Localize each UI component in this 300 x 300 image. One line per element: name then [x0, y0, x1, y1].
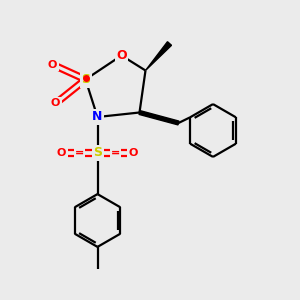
Text: =: = — [111, 148, 120, 158]
Polygon shape — [139, 111, 179, 125]
Text: O: O — [57, 148, 66, 158]
Text: O: O — [129, 148, 138, 158]
Text: O: O — [48, 59, 57, 70]
Text: N: N — [92, 110, 103, 124]
Text: O: O — [51, 98, 60, 109]
Polygon shape — [146, 42, 172, 70]
Text: O: O — [116, 49, 127, 62]
Text: =: = — [75, 148, 84, 158]
Text: S: S — [81, 73, 90, 86]
Text: S: S — [93, 146, 102, 160]
